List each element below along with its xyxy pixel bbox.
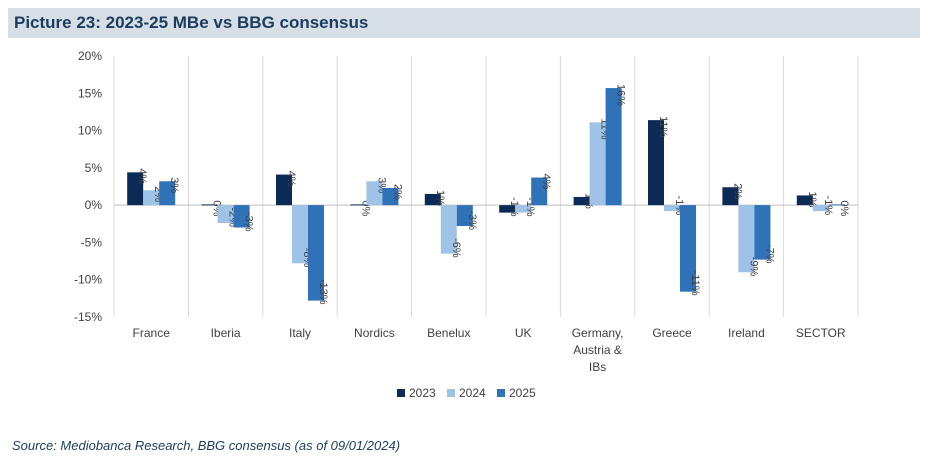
- y-tick-label: 5%: [85, 161, 103, 175]
- bar-2024: [440, 205, 457, 254]
- bar-2024: [738, 205, 755, 273]
- y-tick-label: 0%: [85, 198, 103, 212]
- bar-2023: [424, 193, 441, 206]
- data-label: -3%: [243, 212, 255, 232]
- data-label: -6%: [450, 238, 462, 258]
- data-label: 11%: [657, 116, 669, 137]
- bar-2024: [812, 205, 829, 212]
- category-label: Iberia: [211, 326, 241, 340]
- category-label: Italy: [289, 326, 311, 340]
- bar-2025: [308, 205, 324, 301]
- bar-2023: [350, 204, 367, 206]
- bar-2024: [589, 122, 606, 206]
- title-bar: Picture 23: 2023-25 MBe vs BBG consensus: [8, 8, 920, 38]
- bar-2023: [796, 195, 813, 206]
- y-tick-label: 20%: [78, 49, 102, 63]
- data-label: -1%: [822, 196, 834, 216]
- bar-2024: [515, 205, 532, 213]
- bar-2023: [276, 174, 292, 206]
- data-label: -3%: [466, 210, 478, 230]
- bar-2023: [573, 196, 590, 206]
- data-label: 16%: [615, 84, 627, 106]
- data-label: -9%: [747, 257, 759, 277]
- data-label: 3%: [168, 177, 180, 193]
- bar-2025: [605, 88, 622, 206]
- data-label: 1%: [434, 190, 446, 206]
- category-label: Benelux: [427, 326, 470, 340]
- category-label: Nordics: [354, 326, 395, 340]
- category-label: France: [133, 326, 171, 340]
- bar-2025: [382, 187, 399, 206]
- data-label: 4%: [285, 171, 297, 187]
- data-label: 2%: [731, 183, 743, 199]
- category-label: IBs: [589, 360, 606, 374]
- source-note: Source: Mediobanca Research, BBG consens…: [12, 438, 401, 453]
- bar-2025: [680, 205, 696, 292]
- bar-2023: [201, 204, 218, 206]
- bar-2024: [366, 181, 383, 206]
- y-tick-label: 15%: [78, 86, 102, 100]
- data-label: -13%: [317, 279, 329, 305]
- legend-swatch-2023: [397, 389, 405, 397]
- y-tick-label: 10%: [78, 124, 102, 138]
- bar-2024: [292, 205, 308, 264]
- legend-label: 2023: [409, 386, 436, 400]
- legend-swatch-2024: [447, 389, 455, 397]
- data-label: 4%: [136, 168, 148, 184]
- data-label: -7%: [763, 244, 775, 264]
- legend-label: 2024: [459, 386, 486, 400]
- bar-2023: [648, 120, 664, 206]
- data-label: 1%: [806, 191, 818, 207]
- y-tick-label: -15%: [74, 310, 102, 324]
- bar-2025: [828, 204, 845, 206]
- bar-chart: 20%15%10%5%0%-5%-10%-15%4%0%4%0%1% -1% 1%1…: [74, 49, 859, 400]
- bar-2024: [217, 205, 234, 224]
- category-label: UK: [515, 326, 532, 340]
- category-label: Germany,: [572, 326, 624, 340]
- bar-2024: [143, 190, 160, 206]
- bar-2025: [233, 205, 250, 228]
- y-tick-label: -10%: [74, 273, 102, 287]
- bar-2025: [754, 205, 771, 260]
- data-label: 4%: [540, 174, 552, 190]
- bar-2023: [722, 187, 739, 206]
- bar-2023: [499, 205, 516, 213]
- bar-2025: [531, 177, 548, 206]
- bar-2024: [664, 205, 680, 212]
- category-label: Austria &: [573, 343, 622, 357]
- y-tick-label: -5%: [81, 235, 103, 249]
- category-label: SECTOR: [796, 326, 846, 340]
- chart-title: Picture 23: 2023-25 MBe vs BBG consensus: [14, 13, 369, 32]
- legend-label: 2025: [509, 386, 536, 400]
- bar-2025: [456, 205, 473, 227]
- data-label: -11%: [689, 271, 701, 296]
- bar-2023: [127, 172, 144, 206]
- category-label: Ireland: [728, 326, 765, 340]
- category-label: Greece: [652, 326, 692, 340]
- data-label: 0%: [838, 200, 850, 216]
- data-label: 2%: [391, 184, 403, 200]
- legend-swatch-2025: [497, 389, 505, 397]
- bar-2025: [159, 181, 176, 206]
